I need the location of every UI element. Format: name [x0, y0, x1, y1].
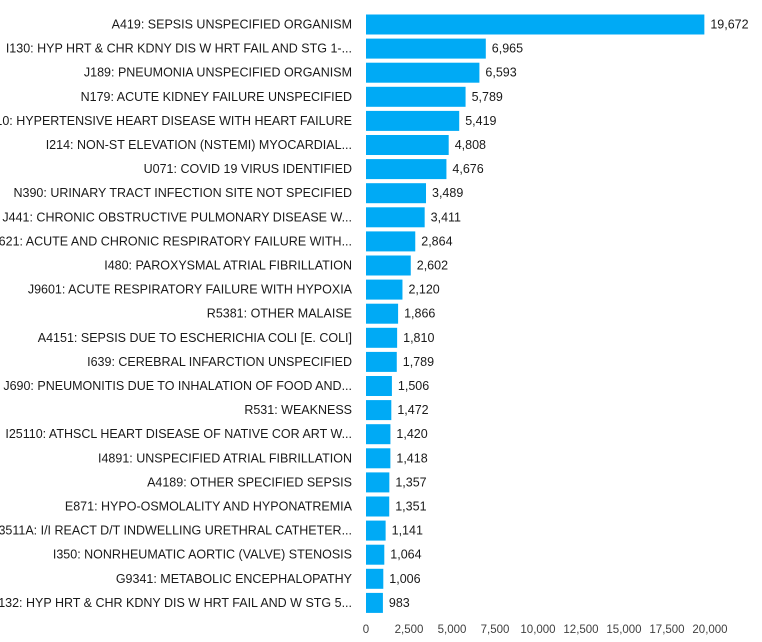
x-tick-label: 15,000	[606, 624, 641, 636]
category-label: R531: WEAKNESS	[244, 403, 352, 417]
x-tick-label: 12,500	[563, 624, 598, 636]
data-label: 6,965	[492, 42, 523, 56]
category-label: I25110: ATHSCL HEART DISEASE OF NATIVE C…	[5, 427, 352, 441]
category-label: A4189: OTHER SPECIFIED SEPSIS	[147, 475, 352, 489]
category-label: T83511A: I/I REACT D/T INDWELLING URETHR…	[0, 524, 352, 538]
bar	[366, 159, 447, 180]
x-tick-label: 7,500	[481, 624, 510, 636]
category-labels-group: A419: SEPSIS UNSPECIFIED ORGANISM I130: H…	[0, 18, 353, 610]
data-label: 4,676	[452, 162, 483, 176]
bar	[366, 544, 385, 565]
bar	[366, 496, 390, 517]
data-label: 3,489	[432, 186, 463, 200]
bar	[366, 592, 383, 613]
data-label: 1,810	[403, 331, 434, 345]
bars-group	[366, 14, 705, 613]
bar	[366, 231, 416, 252]
bar	[366, 110, 460, 131]
category-label: J9621: ACUTE AND CHRONIC RESPIRATORY FAI…	[0, 234, 352, 248]
bar	[366, 351, 397, 372]
data-label: 1,351	[395, 500, 426, 514]
category-label: J441: CHRONIC OBSTRUCTIVE PULMONARY DISE…	[2, 210, 352, 224]
category-label: E871: HYPO-OSMOLALITY AND HYPONATREMIA	[65, 500, 353, 514]
data-label: 5,419	[465, 114, 496, 128]
data-label: 1,141	[392, 524, 423, 538]
bar	[366, 62, 480, 83]
x-tick-label: 17,500	[649, 624, 684, 636]
bar	[366, 472, 390, 493]
category-label: I480: PAROXYSMAL ATRIAL FIBRILLATION	[104, 259, 352, 273]
bar	[366, 424, 391, 445]
x-axis-tick-labels: 0 2,500 5,000 7,500 10,000 12,500 15,000 17,500…	[363, 624, 728, 636]
x-tick-label: 2,500	[395, 624, 424, 636]
data-label: 3,411	[431, 210, 461, 224]
category-label: I350: NONRHEUMATIC AORTIC (VALVE) STENOS…	[53, 548, 352, 562]
data-label: 1,418	[396, 451, 427, 465]
bar	[366, 135, 449, 155]
category-label: J690: PNEUMONITIS DUE TO INHALATION OF F…	[3, 379, 352, 393]
x-tick-label: 10,000	[520, 624, 555, 636]
bar	[366, 183, 427, 204]
bar	[366, 520, 386, 541]
data-label: 2,602	[417, 259, 448, 273]
data-label: 5,789	[472, 90, 503, 104]
bar	[366, 14, 705, 35]
data-label: 1,006	[389, 572, 420, 586]
category-label: N390: URINARY TRACT INFECTION SITE NOT S…	[14, 186, 353, 200]
data-label: 1,357	[395, 475, 426, 489]
data-label: 19,672	[710, 18, 748, 32]
bar	[366, 255, 411, 276]
category-label: R5381: OTHER MALAISE	[207, 307, 352, 321]
bar	[366, 327, 398, 348]
data-label: 1,472	[397, 403, 428, 417]
category-label: A4151: SEPSIS DUE TO ESCHERICHIA COLI [E…	[38, 331, 352, 345]
category-label: A419: SEPSIS UNSPECIFIED ORGANISM	[112, 18, 352, 32]
data-label: 1,420	[396, 427, 427, 441]
bar	[366, 279, 403, 300]
bar	[366, 568, 384, 589]
bar	[366, 376, 392, 396]
bar	[366, 303, 399, 324]
bar	[366, 400, 392, 421]
category-label: I110: HYPERTENSIVE HEART DISEASE WITH HE…	[0, 114, 352, 128]
data-label: 4,808	[455, 138, 486, 152]
category-label: N179: ACUTE KIDNEY FAILURE UNSPECIFIED	[81, 90, 352, 104]
category-label: I132: HYP HRT & CHR KDNY DIS W HRT FAIL …	[0, 596, 352, 610]
category-label: I214: NON-ST ELEVATION (NSTEMI) MYOCARDI…	[46, 138, 352, 152]
category-label: I4891: UNSPECIFIED ATRIAL FIBRILLATION	[98, 451, 352, 465]
bar	[366, 448, 391, 469]
x-tick-label: 0	[363, 624, 369, 636]
category-label: J9601: ACUTE RESPIRATORY FAILURE WITH HY…	[28, 283, 353, 297]
category-label: I130: HYP HRT & CHR KDNY DIS W HRT FAIL …	[6, 42, 352, 56]
data-label: 6,593	[485, 66, 516, 80]
category-label: U071: COVID 19 VIRUS IDENTIFIED	[144, 162, 352, 176]
category-label: G9341: METABOLIC ENCEPHALOPATHY	[116, 572, 353, 586]
data-label: 2,864	[421, 234, 452, 248]
category-label: I639: CEREBRAL INFARCTION UNSPECIFIED	[87, 355, 352, 369]
data-label: 1,789	[403, 355, 434, 369]
data-label: 1,506	[398, 379, 429, 393]
data-label: 1,064	[390, 548, 421, 562]
data-label: 1,866	[404, 307, 435, 321]
category-label: J189: PNEUMONIA UNSPECIFIED ORGANISM	[84, 66, 352, 80]
x-tick-label: 5,000	[438, 624, 467, 636]
bar	[366, 207, 425, 228]
value-labels-group: 19,672 6,965 6,593 5,789 5,419 4,808 4,676 3,48…	[389, 18, 749, 610]
x-tick-label: 20,000	[692, 624, 727, 636]
bar	[366, 86, 466, 107]
data-label: 2,120	[408, 283, 439, 297]
bar	[366, 38, 486, 59]
data-label: 983	[389, 596, 410, 610]
